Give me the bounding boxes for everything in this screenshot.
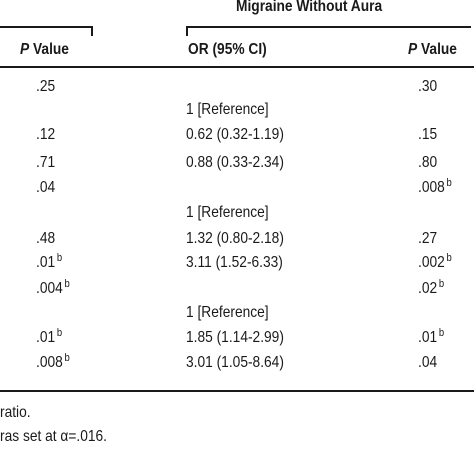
row-9-pvalue-left <box>36 303 38 323</box>
row-1-pvalue-right <box>418 100 420 120</box>
row-5-pvalue-left <box>36 203 38 223</box>
row-3-or-ci: 0.88 (0.33-2.34) <box>186 154 284 171</box>
row-5-pvalue-right <box>418 203 420 223</box>
row-10-or-ci: 1.85 (1.14-2.99) <box>186 329 284 346</box>
row-4-pvalue-right: .008 b <box>418 176 452 196</box>
row-6-or-ci: 1.32 (0.80-2.18) <box>186 230 284 247</box>
row-3-pvalue-right: .80 <box>418 154 438 171</box>
row-2-or-ci: 0.62 (0.32-1.19) <box>186 126 284 143</box>
bottom-rule <box>0 390 474 392</box>
group-bracket-left-tick <box>186 26 188 36</box>
row-11-pvalue-right: .04 <box>418 354 438 371</box>
row-5-or-ci: 1 [Reference] <box>186 204 269 221</box>
row-8-pvalue-left: .004 b <box>36 277 70 297</box>
row-6-pvalue-right: .27 <box>418 230 438 247</box>
row-0-pvalue-left: .25 <box>36 78 56 95</box>
row-4-pvalue-left: .04 <box>36 179 56 196</box>
group-title: Migraine Without Aura <box>236 0 383 15</box>
row-11-pvalue-left: .008 b <box>36 351 70 371</box>
left-bracket-line <box>0 26 92 28</box>
left-bracket-right-tick <box>91 26 93 36</box>
row-11-or-ci: 3.01 (1.05-8.64) <box>186 354 284 371</box>
footnote-2: ras set at α=.016. <box>0 428 108 445</box>
row-10-pvalue-left: .01 b <box>36 326 63 346</box>
row-10-pvalue-right: .01 b <box>418 326 445 346</box>
row-8-pvalue-right: .02 b <box>418 277 445 297</box>
header-rule <box>0 66 474 68</box>
row-6-pvalue-left: .48 <box>36 230 56 247</box>
row-7-pvalue-left: .01 b <box>36 251 63 271</box>
footnote-1: ratio. <box>0 404 31 421</box>
col-header-pvalue-left: P Value <box>20 41 69 58</box>
row-1-pvalue-left <box>36 100 38 120</box>
col-header-or: OR (95% CI) <box>188 41 267 58</box>
group-bracket-line <box>186 26 471 28</box>
row-0-pvalue-right: .30 <box>418 78 438 95</box>
col-header-pvalue-right: P Value <box>408 41 457 58</box>
row-2-pvalue-right: .15 <box>418 126 438 143</box>
row-7-or-ci: 3.11 (1.52-6.33) <box>186 254 283 271</box>
row-2-pvalue-left: .12 <box>36 126 56 143</box>
row-3-pvalue-left: .71 <box>36 154 56 171</box>
row-7-pvalue-right: .002 b <box>418 251 452 271</box>
row-1-or-ci: 1 [Reference] <box>186 101 269 118</box>
row-9-or-ci: 1 [Reference] <box>186 304 269 321</box>
row-9-pvalue-right <box>418 303 420 323</box>
